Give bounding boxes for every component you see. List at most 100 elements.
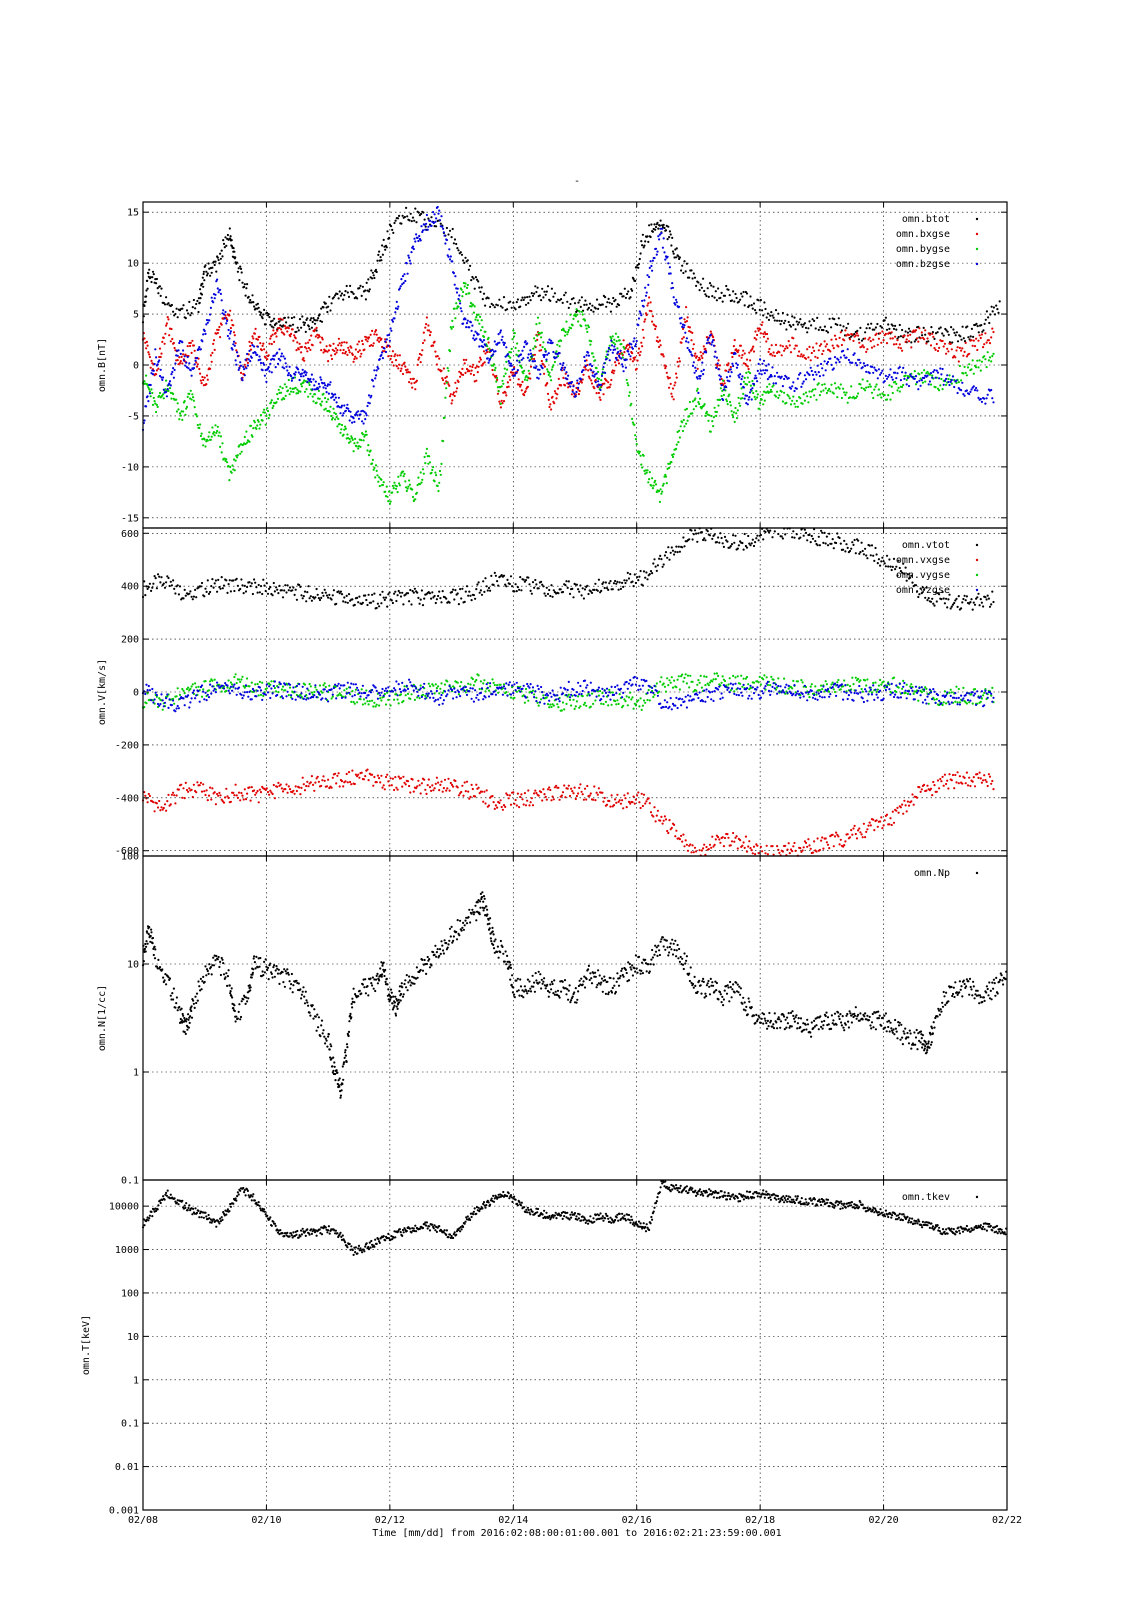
data-point [290,316,293,320]
data-point [489,305,492,308]
data-point [465,286,469,289]
data-point [811,373,815,376]
data-point [950,348,953,351]
data-point [727,362,730,365]
data-point [913,330,916,333]
data-point [882,560,885,563]
data-point [542,585,545,588]
data-point [161,340,164,343]
data-point [845,356,848,359]
data-point [619,587,623,591]
data-point [223,317,226,320]
data-point [370,269,373,272]
data-point [921,334,924,337]
data-point [313,322,317,325]
data-point [459,375,462,378]
data-point [314,781,317,784]
data-point [353,442,356,445]
data-point [195,365,199,368]
data-point [363,435,366,438]
data-point [502,382,505,385]
data-point [309,392,312,395]
data-point [587,326,591,329]
data-point [165,296,168,299]
data-point [504,372,507,375]
data-point [725,369,728,372]
data-point [384,596,388,599]
data-point [385,485,388,488]
data-point [529,365,533,368]
data-point [957,381,960,384]
data-point [832,547,835,550]
data-point [218,586,221,589]
data-point [357,350,360,353]
data-point [658,238,661,241]
data-point [301,776,304,779]
data-point [697,281,700,284]
data-point [894,324,897,327]
data-point [197,297,200,300]
data-point [569,385,572,388]
data-point [202,444,205,447]
data-point [419,598,422,601]
data-point [445,238,448,242]
data-point [851,333,854,336]
data-point [181,307,184,310]
data-point [392,231,395,234]
data-point [189,341,192,344]
data-point [844,393,847,396]
data-point [424,228,427,231]
data-point [230,239,233,242]
data-point [857,338,861,341]
data-point [517,378,520,381]
data-point [280,398,283,401]
data-point [855,395,859,398]
data-point [265,582,268,585]
data-point [739,344,743,347]
data-point [394,487,398,490]
data-point [442,367,445,370]
data-point [671,282,674,285]
data-point [267,366,270,369]
data-point [558,352,561,355]
data-point [720,384,723,387]
data-point [396,354,399,357]
data-point [157,292,160,295]
data-point [598,396,601,399]
data-point [175,410,178,413]
data-point [995,304,998,307]
data-point [685,337,689,340]
data-point [335,602,338,606]
data-point [249,298,252,302]
data-point [324,302,327,305]
data-point [398,591,401,594]
data-point [333,349,336,353]
data-point [300,345,303,348]
data-point [648,478,651,481]
data-point [760,373,763,376]
data-point [717,368,720,371]
data-point [519,383,523,386]
data-point [836,323,839,326]
data-point [564,377,567,380]
data-point [383,788,386,791]
data-point [320,349,323,352]
data-point [229,237,232,240]
data-point [203,438,206,441]
data-point [441,590,444,593]
data-point [218,262,221,265]
data-point [359,413,362,416]
data-point [462,322,465,325]
data-point [975,366,978,369]
data-point [485,585,488,588]
data-point [788,324,791,327]
data-point [722,545,726,549]
data-point [804,326,808,329]
data-point [250,786,253,789]
data-point [277,357,280,360]
legend-marker [975,232,979,236]
data-point [531,581,535,584]
data-point [447,369,450,372]
data-point [762,359,766,362]
data-point [780,390,783,393]
